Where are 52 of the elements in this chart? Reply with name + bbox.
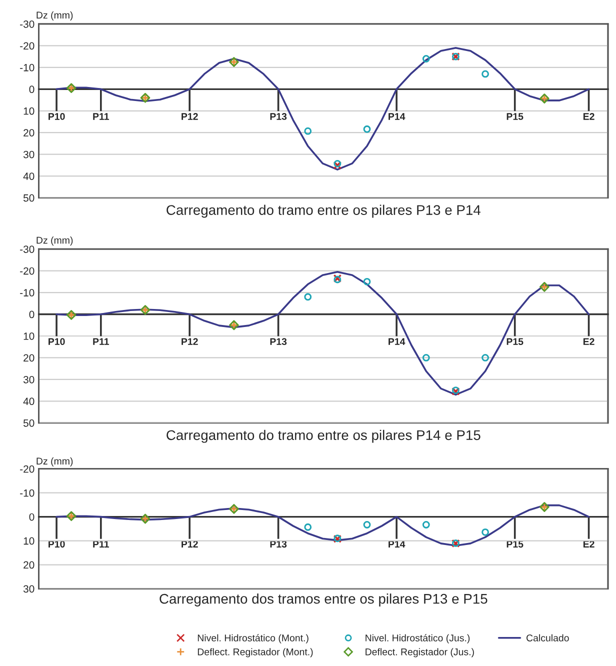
x-tick-label: P10 [48, 540, 65, 548]
y-tick-label: -20 [20, 267, 34, 275]
x-tick-label: P11 [93, 113, 110, 120]
y-tick-label: 0 [29, 310, 34, 318]
y-tick-label: -10 [20, 289, 34, 296]
y-tick-label: 40 [23, 172, 34, 180]
legend-label: Nivel. Hidrostático (Jus.) [366, 634, 470, 644]
x-tick-label: E2 [583, 338, 594, 345]
x-tick-label: E2 [583, 113, 594, 120]
x-tick-label: P10 [48, 113, 65, 120]
y-tick-label: 30 [23, 376, 34, 384]
text: Carregamento do tramo entre os pilares P14 e P15 [166, 430, 480, 443]
y-tick-label: -10 [20, 489, 34, 497]
text: Carregamento do tramo entre os pilares P13 e P14 [166, 204, 480, 218]
y-tick-label: 20 [24, 129, 34, 136]
x-tick-label: P12 [182, 113, 198, 120]
legend-label: Nivel. Hidrostático (Mont.) [198, 634, 308, 644]
y-tick-label: 10 [24, 107, 34, 115]
x-tick-label: P11 [93, 540, 110, 548]
x-tick-label: P15 [506, 338, 524, 346]
y-tick-label: -20 [20, 42, 34, 50]
y-tick-label: -20 [20, 465, 34, 473]
x-tick-label: P11 [93, 338, 110, 345]
y-axis-title: Dz (mm) [36, 11, 73, 20]
y-axis-title: Dz (mm) [36, 236, 73, 246]
y-tick-label: 40 [23, 398, 34, 406]
y-tick-label: 30 [23, 585, 34, 593]
y-tick-label: 20 [24, 354, 34, 362]
y-tick-label: 0 [29, 86, 34, 94]
y-tick-label: -30 [20, 20, 34, 28]
y-tick-label: 50 [23, 194, 34, 202]
y-tick-label: 10 [24, 537, 34, 545]
y-tick-label: 20 [24, 561, 34, 569]
legend-label: Deflect. Registador (Jus.) [366, 648, 474, 658]
y-tick-label: -30 [20, 246, 34, 253]
x-tick-label: P12 [182, 338, 198, 345]
y-tick-label: 10 [24, 332, 34, 340]
y-axis-title: Dz (mm) [36, 457, 73, 466]
x-tick-label: P14 [388, 338, 406, 345]
legend-label: Deflect. Registador (Mont.) [198, 648, 313, 658]
y-tick-label: -10 [20, 64, 34, 72]
x-tick-label: P14 [388, 113, 406, 120]
y-tick-label: 0 [29, 513, 34, 521]
x-tick-label: P14 [388, 540, 406, 548]
y-tick-label: 50 [23, 419, 34, 427]
legend-label: Calculado [526, 634, 569, 642]
text: Carregamento dos tramos entre os pilares P13 e P15 [160, 594, 488, 606]
y-tick-label: 30 [23, 150, 34, 158]
x-tick-label: P15 [506, 113, 524, 120]
x-tick-label: P13 [270, 338, 287, 346]
x-tick-label: P10 [48, 338, 65, 346]
x-tick-label: P13 [270, 113, 287, 120]
